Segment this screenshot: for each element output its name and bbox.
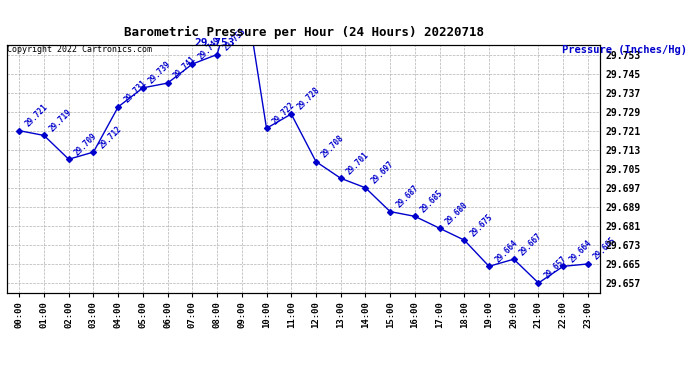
Text: 29.749: 29.749 bbox=[197, 36, 222, 62]
Text: 29.664: 29.664 bbox=[567, 238, 593, 264]
Text: 29.722: 29.722 bbox=[270, 100, 297, 126]
Text: 29.685: 29.685 bbox=[419, 188, 445, 214]
Text: Pressure (Inches/Hg): Pressure (Inches/Hg) bbox=[562, 45, 687, 55]
Text: 29.741: 29.741 bbox=[172, 55, 198, 81]
Text: 29.708: 29.708 bbox=[320, 134, 346, 159]
Text: 29.753: 29.753 bbox=[194, 38, 235, 48]
Text: 29.753: 29.753 bbox=[221, 26, 247, 53]
Text: Copyright 2022 Cartronics.com: Copyright 2022 Cartronics.com bbox=[7, 45, 152, 54]
Text: 29.664: 29.664 bbox=[493, 238, 519, 264]
Text: 29.675: 29.675 bbox=[469, 212, 495, 238]
Text: 29.687: 29.687 bbox=[394, 183, 420, 209]
Text: 29.665: 29.665 bbox=[592, 236, 618, 262]
Text: 29.728: 29.728 bbox=[295, 86, 322, 112]
Text: 29.701: 29.701 bbox=[345, 150, 371, 176]
Text: 29.680: 29.680 bbox=[444, 200, 470, 226]
Text: Barometric Pressure per Hour (24 Hours) 20220718: Barometric Pressure per Hour (24 Hours) … bbox=[124, 26, 484, 39]
Text: 29.657: 29.657 bbox=[542, 255, 569, 281]
Text: 29.721: 29.721 bbox=[23, 102, 50, 129]
Text: 29.709: 29.709 bbox=[73, 131, 99, 157]
Text: 29.739: 29.739 bbox=[147, 60, 173, 86]
Text: 29.697: 29.697 bbox=[370, 160, 395, 186]
Text: 29.731: 29.731 bbox=[122, 79, 148, 105]
Text: 29.712: 29.712 bbox=[97, 124, 124, 150]
Text: 29.788: 29.788 bbox=[0, 374, 1, 375]
Text: 29.719: 29.719 bbox=[48, 107, 74, 133]
Text: 29.667: 29.667 bbox=[518, 231, 544, 257]
